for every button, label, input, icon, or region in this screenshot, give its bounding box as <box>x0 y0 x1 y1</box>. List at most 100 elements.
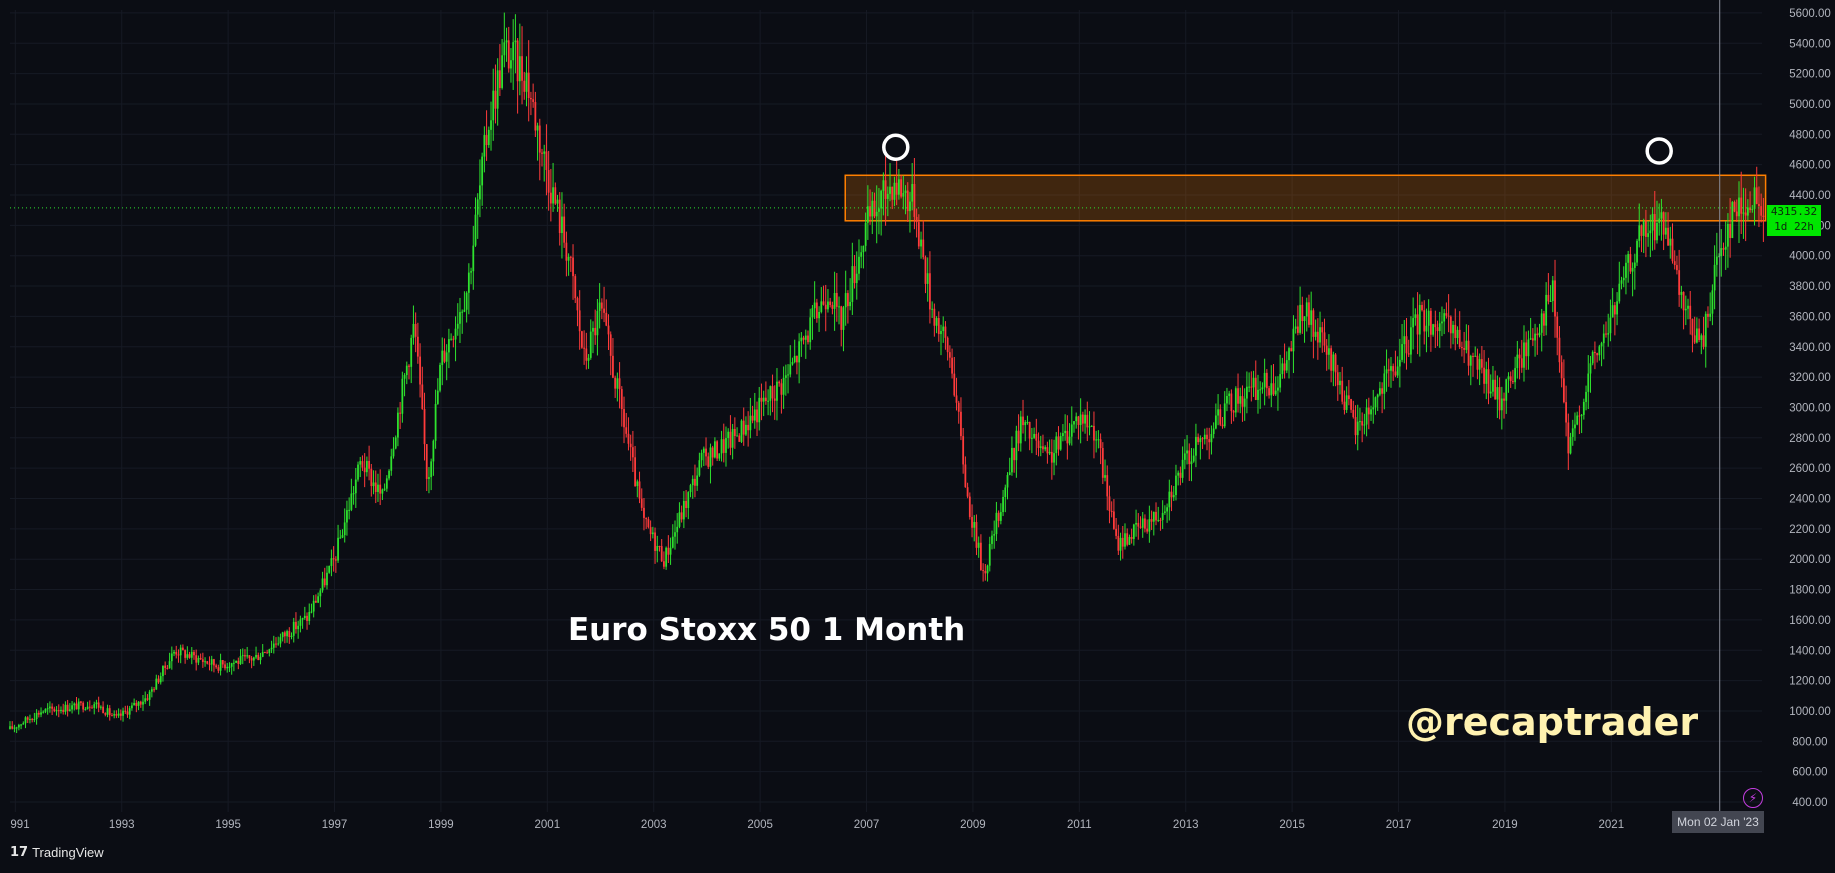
price-axis-label: 4400.00 <box>1789 190 1831 202</box>
candle-body <box>1662 212 1665 235</box>
candle-body <box>1064 430 1067 434</box>
candle-body <box>1283 363 1286 371</box>
candle-body <box>428 477 430 479</box>
candle-body <box>931 308 934 310</box>
candle-body <box>1751 208 1754 210</box>
candle-body <box>465 292 468 310</box>
candle-body <box>643 507 645 518</box>
candle-body <box>882 180 885 191</box>
candle-body <box>383 488 386 490</box>
candle-body <box>680 512 683 520</box>
candle-body <box>729 431 732 448</box>
candle-body <box>1753 187 1756 209</box>
candle-body <box>563 216 566 243</box>
candle-body <box>1582 401 1585 415</box>
price-axis-label: 5200.00 <box>1789 69 1831 81</box>
candle-body <box>1150 519 1153 522</box>
candle-body <box>807 335 809 343</box>
time-axis[interactable]: 991 1993 1995 1997 1999 2001 2003 2005 2007 2009 2… <box>10 819 1624 831</box>
candle-body <box>578 310 581 332</box>
candle-body <box>917 222 920 247</box>
candle-body <box>1667 227 1669 246</box>
candle-body <box>104 713 107 715</box>
candle-body <box>1206 434 1208 440</box>
candle-body <box>496 70 499 109</box>
candle-body <box>1738 197 1740 217</box>
candle-body <box>1135 522 1137 525</box>
candle-body <box>131 705 133 709</box>
candle-body <box>904 190 907 194</box>
candle-body <box>1257 389 1259 400</box>
candle-body <box>1214 415 1217 429</box>
price-axis-label: 2200.00 <box>1789 524 1831 536</box>
candle-body <box>408 365 410 367</box>
candle-body <box>1569 436 1572 454</box>
candle-body <box>1228 393 1231 396</box>
candle-body <box>1259 389 1262 391</box>
candle-body <box>146 698 149 700</box>
candle-body <box>933 308 936 326</box>
candle-body <box>545 151 548 170</box>
candle-body <box>290 635 293 637</box>
candle-body <box>556 199 559 204</box>
candle-body <box>771 386 774 399</box>
price-axis-label: 2600.00 <box>1789 463 1831 475</box>
candle-body <box>1567 422 1570 454</box>
candle-body <box>259 656 262 661</box>
candle-body <box>616 378 619 389</box>
candle-body <box>1088 426 1091 428</box>
candle-body <box>1598 346 1601 356</box>
candle-body <box>1217 409 1219 416</box>
candle-body <box>1596 353 1599 356</box>
candle-body <box>292 621 295 636</box>
candle-body <box>1427 310 1430 326</box>
candle-body <box>1011 447 1013 473</box>
candle-body <box>1113 511 1115 529</box>
price-axis[interactable]: 5600.00 5400.00 5200.00 5000.00 4800.00 4600.… <box>1789 8 1831 809</box>
candle-body <box>275 643 277 645</box>
candle-body <box>1469 355 1472 366</box>
candle-body <box>1403 336 1406 345</box>
candle-body <box>1195 436 1197 456</box>
candle-body <box>215 665 218 668</box>
candle-body <box>1181 459 1184 478</box>
candle-body <box>640 498 643 508</box>
candle-body <box>1396 366 1399 376</box>
candle-body <box>423 408 426 445</box>
candle-body <box>1613 305 1616 315</box>
candle-body <box>844 293 847 308</box>
candle-body <box>99 706 102 708</box>
candle-body <box>1693 335 1696 343</box>
candle-body <box>964 464 967 488</box>
candle-body <box>860 252 863 257</box>
candle-body <box>403 375 406 379</box>
candle-body <box>525 72 528 92</box>
candle-body <box>784 375 787 378</box>
candle-body <box>1321 327 1324 333</box>
lightning-icon[interactable]: ⚡ <box>1743 788 1763 808</box>
candle-body <box>1192 455 1195 462</box>
candle-body <box>1560 362 1563 379</box>
candle-body <box>634 457 636 487</box>
candle-body <box>534 101 537 131</box>
candle-body <box>193 651 195 656</box>
candle-body <box>142 701 144 705</box>
candle-body <box>1684 308 1687 311</box>
candle-body <box>1496 387 1499 400</box>
candle-body <box>880 190 883 209</box>
footer-bar: 17 TradingView <box>0 837 1835 873</box>
tradingview-logo[interactable]: 17 TradingView <box>10 845 104 860</box>
candle-body <box>498 70 501 88</box>
candle-body <box>339 537 342 539</box>
price-axis-label: 3800.00 <box>1789 281 1831 293</box>
candle-body <box>272 643 275 648</box>
candle-body <box>1609 317 1612 334</box>
candle-body <box>224 664 226 669</box>
candle-body <box>60 709 62 711</box>
candle-body <box>1037 440 1040 448</box>
candle-body <box>649 527 652 535</box>
candle-body <box>1416 314 1419 335</box>
candle-body <box>248 655 251 659</box>
candle-body <box>889 186 891 194</box>
